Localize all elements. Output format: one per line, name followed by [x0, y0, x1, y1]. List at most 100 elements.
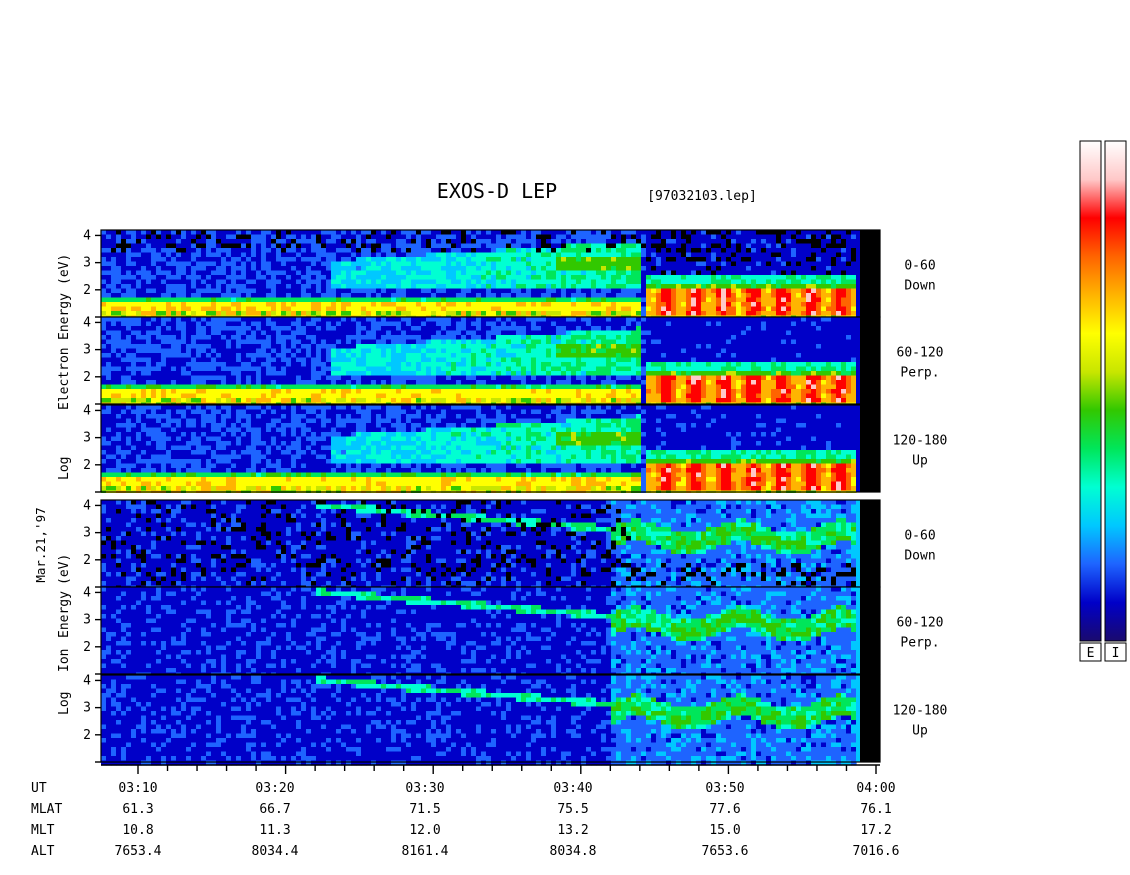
heatmap-cell — [736, 271, 742, 276]
heatmap-cell — [496, 275, 502, 280]
heatmap-cell — [536, 266, 542, 271]
heatmap-cell — [181, 335, 187, 340]
heatmap-cell — [161, 362, 167, 367]
heatmap-cell — [531, 385, 537, 390]
heatmap-cell — [691, 302, 697, 307]
heatmap-cell — [771, 253, 777, 258]
heatmap-cell — [191, 398, 197, 403]
heatmap-cell — [201, 326, 207, 331]
heatmap-cell — [341, 275, 347, 280]
heatmap-cell — [356, 302, 362, 307]
heatmap-cell — [336, 331, 342, 336]
heatmap-cell — [551, 326, 557, 331]
heatmap-cell — [306, 280, 312, 285]
heatmap-cell — [171, 293, 177, 298]
heatmap-cell — [501, 271, 507, 276]
heatmap-cell — [251, 302, 257, 307]
heatmap-cell — [491, 394, 497, 399]
heatmap-cell — [571, 284, 577, 289]
heatmap-cell — [421, 398, 427, 403]
heatmap-cell — [741, 298, 747, 303]
chart-title: EXOS-D LEP — [437, 179, 557, 203]
heatmap-cell — [221, 331, 227, 336]
heatmap-cell — [636, 271, 642, 276]
heatmap-cell — [471, 394, 477, 399]
heatmap-cell — [431, 398, 437, 403]
heatmap-cell — [101, 367, 107, 372]
heatmap-cell — [286, 298, 292, 303]
heatmap-cell — [506, 275, 512, 280]
heatmap-cell — [106, 344, 112, 349]
heatmap-cell — [406, 302, 412, 307]
heatmap-cell — [561, 248, 567, 253]
heatmap-cell — [366, 326, 372, 331]
heatmap-cell — [676, 253, 682, 258]
heatmap-cell — [226, 322, 232, 327]
heatmap-cell — [526, 385, 532, 390]
heatmap-cell — [596, 230, 602, 235]
heatmap-cell — [321, 344, 327, 349]
heatmap-cell — [791, 280, 797, 285]
heatmap-cell — [246, 367, 252, 372]
heatmap-cell — [296, 322, 302, 327]
heatmap-cell — [511, 275, 517, 280]
heatmap-cell — [681, 271, 687, 276]
heatmap-cell — [536, 376, 542, 381]
heatmap-cell — [481, 394, 487, 399]
heatmap-cell — [371, 317, 377, 322]
heatmap-cell — [316, 262, 322, 267]
heatmap-cell — [271, 349, 277, 354]
heatmap-cell — [631, 307, 637, 312]
heatmap-cell — [271, 389, 277, 394]
heatmap-cell — [326, 371, 332, 376]
heatmap-cell — [526, 248, 532, 253]
heatmap-cell — [366, 322, 372, 327]
heatmap-cell — [441, 344, 447, 349]
heatmap-cell — [271, 235, 277, 240]
heatmap-cell — [421, 289, 427, 294]
heatmap-cell — [111, 262, 117, 267]
heatmap-cell — [351, 317, 357, 322]
heatmap-cell — [731, 311, 737, 316]
heatmap-cell — [401, 293, 407, 298]
heatmap-cell — [476, 353, 482, 358]
file-label: [97032103.lep] — [647, 189, 757, 204]
heatmap-cell — [376, 235, 382, 240]
heatmap-cell — [391, 298, 397, 303]
heatmap-cell — [781, 275, 787, 280]
heatmap-cell — [376, 311, 382, 316]
heatmap-cell — [471, 362, 477, 367]
heatmap-cell — [271, 317, 277, 322]
heatmap-cell — [316, 326, 322, 331]
heatmap-cell — [136, 262, 142, 267]
heatmap-cell — [471, 298, 477, 303]
heatmap-cell — [316, 311, 322, 316]
heatmap-cell — [736, 293, 742, 298]
heatmap-cell — [226, 235, 232, 240]
heatmap-cell — [671, 293, 677, 298]
heatmap-cell — [146, 331, 152, 336]
heatmap-cell — [346, 239, 352, 244]
heatmap-cell — [296, 344, 302, 349]
heatmap-cell — [766, 235, 772, 240]
heatmap-cell — [161, 253, 167, 258]
heatmap-cell — [331, 349, 337, 354]
heatmap-cell — [156, 262, 162, 267]
heatmap-cell — [156, 253, 162, 258]
heatmap-cell — [311, 302, 317, 307]
heatmap-cell — [341, 280, 347, 285]
heatmap-cell — [121, 367, 127, 372]
heatmap-cell — [296, 271, 302, 276]
heatmap-cell — [641, 311, 647, 316]
heatmap-cell — [531, 298, 537, 303]
heatmap-cell — [791, 289, 797, 294]
heatmap-cell — [361, 262, 367, 267]
heatmap-cell — [696, 230, 702, 235]
heatmap-cell — [476, 311, 482, 316]
heatmap-cell — [101, 344, 107, 349]
heatmap-cell — [246, 385, 252, 390]
heatmap-cell — [161, 266, 167, 271]
heatmap-cell — [106, 275, 112, 280]
heatmap-cell — [416, 239, 422, 244]
heatmap-cell — [666, 302, 672, 307]
